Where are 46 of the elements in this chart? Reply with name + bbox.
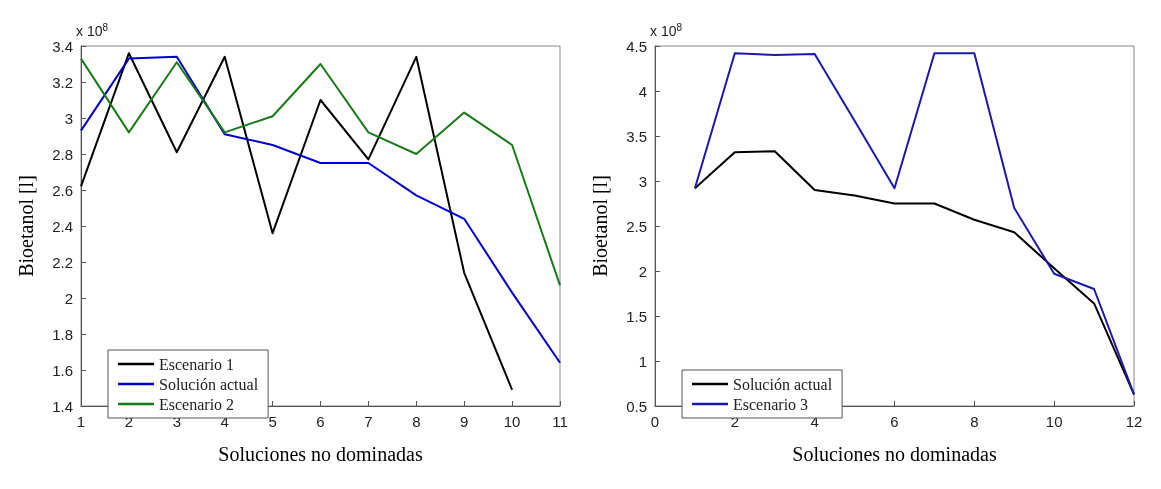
x-tick-label: 10 <box>503 413 521 430</box>
x-tick-label: 11 <box>552 413 568 430</box>
x-tick-label: 7 <box>364 413 373 430</box>
y-tick-label: 2 <box>638 262 647 280</box>
x-tick-label: 5 <box>268 413 277 430</box>
y-tick-label: 1.8 <box>52 325 73 343</box>
x-tick-label: 0 <box>650 413 660 430</box>
x-tick-label: 12 <box>1125 413 1143 430</box>
y-tick-label: 2.2 <box>52 253 73 271</box>
legend-label: Solución actual <box>159 375 259 393</box>
y-tick-label: 1 <box>638 352 647 370</box>
x-tick-label: 8 <box>970 413 979 430</box>
legend-label: Solución actual <box>733 375 833 393</box>
x-tick-label: 10 <box>1045 413 1063 430</box>
legend-label: Escenario 1 <box>159 355 235 373</box>
x-tick-label: 6 <box>316 413 325 430</box>
y-tick-label: 2.5 <box>626 217 647 235</box>
line-series <box>693 150 1135 396</box>
y-axis-title: Bioetanol [l] <box>589 175 611 277</box>
line-series <box>80 52 514 391</box>
y-tick-label: 1.5 <box>626 307 647 325</box>
y-tick-label: 0.5 <box>626 397 647 415</box>
y-tick-label: 2.4 <box>52 217 73 235</box>
y-tick-label: 3.5 <box>626 127 647 145</box>
x-axis-title: Soluciones no dominadas <box>218 443 423 465</box>
y-tick-label: 4.5 <box>626 37 647 55</box>
x-axis-title: Soluciones no dominadas <box>792 443 997 465</box>
line-series <box>80 57 561 287</box>
x-tick-label: 6 <box>890 413 899 430</box>
x-tick-label: 1 <box>76 413 86 430</box>
y-tick-label: 3 <box>64 109 73 127</box>
y-tick-label: 1.4 <box>52 397 73 415</box>
legend-label: Escenario 2 <box>159 395 235 413</box>
x-tick-label: 9 <box>460 413 469 430</box>
legend-label: Escenario 3 <box>733 395 809 413</box>
y-tick-label: 4 <box>638 82 647 100</box>
y-tick-label: 2 <box>64 289 73 307</box>
line-series <box>693 52 1135 396</box>
y-axis-title: Bioetanol [l] <box>15 175 37 277</box>
y-tick-label: 2.8 <box>52 145 73 163</box>
x-tick-label: 8 <box>412 413 421 430</box>
y-tick-label: 3.4 <box>52 37 73 55</box>
y-tick-label: 3 <box>638 172 647 190</box>
y-tick-label: 2.6 <box>52 181 73 199</box>
y-tick-label: 1.6 <box>52 361 73 379</box>
y-tick-label: 3.2 <box>52 73 73 91</box>
